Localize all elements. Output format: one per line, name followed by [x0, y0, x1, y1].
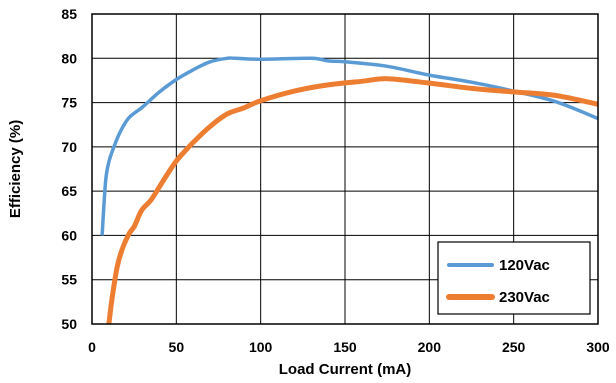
- x-tick-label: 100: [249, 339, 273, 355]
- x-tick-labels: 0 50 100 150 200 250 300: [88, 339, 610, 355]
- y-tick-label: 60: [61, 227, 77, 243]
- legend-box: [437, 241, 591, 315]
- x-tick-label: 0: [88, 339, 96, 355]
- y-tick-label: 65: [61, 183, 77, 199]
- legend-label-120vac: 120Vac: [499, 257, 550, 274]
- x-tick-label: 250: [502, 339, 526, 355]
- y-tick-label: 85: [61, 6, 77, 22]
- y-tick-label: 75: [61, 95, 77, 111]
- y-tick-label: 50: [61, 316, 77, 332]
- y-axis-label: Efficiency (%): [7, 120, 24, 218]
- x-tick-label: 200: [418, 339, 442, 355]
- y-tick-labels: 50 55 60 65 70 75 80 85: [61, 6, 77, 332]
- x-tick-label: 50: [169, 339, 185, 355]
- series-line-230vac: [106, 76, 599, 325]
- series-line-120vac: [100, 56, 599, 236]
- y-tick-label: 80: [61, 50, 77, 66]
- series-layer: [100, 56, 599, 325]
- plot-frame: [91, 13, 599, 325]
- legend-label-230vac: 230Vac: [499, 289, 550, 306]
- x-axis-label: Load Current (mA): [279, 361, 412, 378]
- y-tick-label: 55: [61, 272, 77, 288]
- legend: 120Vac 230Vac: [437, 241, 591, 315]
- x-tick-label: 150: [333, 339, 357, 355]
- x-tick-label: 300: [586, 339, 610, 355]
- y-tick-label: 70: [61, 139, 77, 155]
